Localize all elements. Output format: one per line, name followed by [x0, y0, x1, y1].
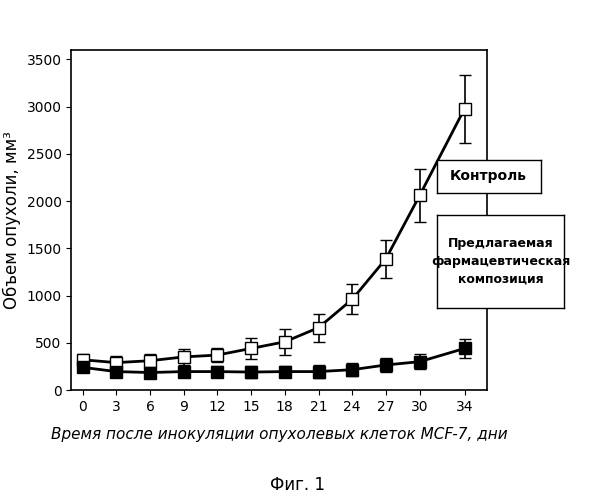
- Text: Фиг. 1: Фиг. 1: [270, 476, 324, 494]
- Text: Предлагаемая
фармацевтическая
композиция: Предлагаемая фармацевтическая композиция: [431, 237, 570, 286]
- Text: Время после инокуляции опухолевых клеток MCF-7, дни: Время после инокуляции опухолевых клеток…: [51, 428, 507, 442]
- Y-axis label: Объем опухоли, мм³: Объем опухоли, мм³: [2, 131, 21, 309]
- Text: Контроль: Контроль: [450, 169, 527, 183]
